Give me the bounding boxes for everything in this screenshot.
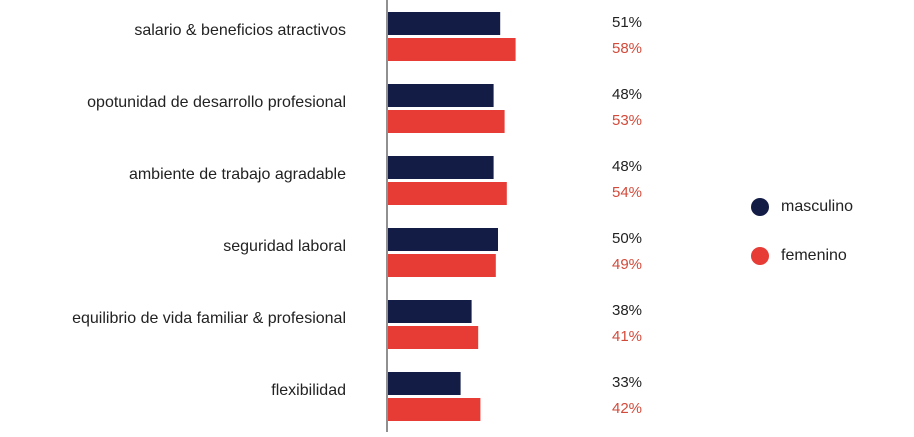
value-label-femenino: 41%: [612, 328, 643, 345]
bar-masculino-0: [388, 12, 501, 35]
bar-femenino-0: [388, 38, 516, 61]
value-label-masculino: 50%: [612, 230, 643, 247]
category-label: equilibrio de vida familiar & profesiona…: [72, 310, 346, 327]
legend-dot-femenino: [751, 247, 769, 265]
category-label: seguridad laboral: [223, 238, 346, 255]
category-label: opotunidad de desarrollo profesional: [87, 94, 346, 111]
value-label-masculino: 33%: [612, 374, 643, 391]
value-label-femenino: 49%: [612, 256, 643, 273]
legend-label-femenino: femenino: [781, 247, 847, 264]
bar-masculino-2: [388, 156, 494, 179]
category-label: ambiente de trabajo agradable: [128, 166, 346, 183]
category-label: flexibilidad: [271, 382, 346, 399]
value-label-masculino: 38%: [612, 302, 643, 319]
bar-masculino-3: [388, 228, 498, 251]
bar-masculino-1: [388, 84, 494, 107]
value-label-femenino: 42%: [612, 400, 643, 417]
bar-femenino-4: [388, 326, 479, 349]
bar-femenino-1: [388, 110, 505, 133]
legend-item-femenino: femenino: [751, 247, 847, 265]
value-label-femenino: 53%: [612, 112, 643, 129]
bar-masculino-5: [388, 372, 461, 395]
category-label: salario & beneficios atractivos: [134, 22, 346, 39]
bar-femenino-5: [388, 398, 481, 421]
value-label-masculino: 48%: [612, 86, 643, 103]
value-label-masculino: 51%: [612, 14, 643, 31]
value-label-femenino: 54%: [612, 184, 643, 201]
value-label-femenino: 58%: [612, 40, 643, 57]
bar-femenino-2: [388, 182, 507, 205]
bar-femenino-3: [388, 254, 496, 277]
value-label-masculino: 48%: [612, 158, 643, 175]
legend-item-masculino: masculino: [751, 198, 853, 216]
legend-label-masculino: masculino: [781, 198, 854, 215]
legend-dot-masculino: [751, 198, 769, 216]
bar-masculino-4: [388, 300, 472, 323]
